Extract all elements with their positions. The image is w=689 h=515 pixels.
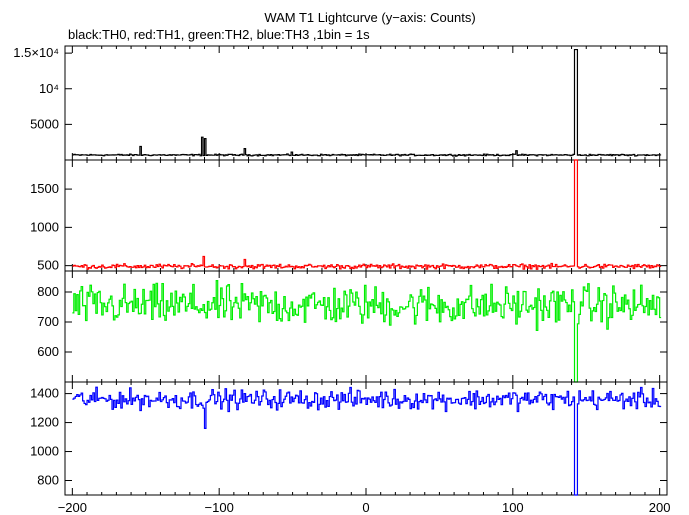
series-line-th1 xyxy=(72,159,662,270)
panel-th0: 5000 10⁴ 1.5×10⁴ xyxy=(13,45,668,161)
y-tick-label: 500 xyxy=(37,258,59,273)
panel-frame xyxy=(64,45,668,161)
y-tick-label: 10⁴ xyxy=(39,81,59,96)
x-tick-label: −200 xyxy=(58,500,87,515)
chart-subtitle: black:TH0, red:TH1, green:TH2, blue:TH3 … xyxy=(68,27,370,42)
y-tick-label: 1400 xyxy=(30,386,59,401)
y-tick-label: 1000 xyxy=(30,444,59,459)
series-line-th0 xyxy=(72,48,662,157)
y-tick-label: 1200 xyxy=(30,415,59,430)
y-tick-label: 600 xyxy=(37,344,59,359)
y-tick-label: 1500 xyxy=(30,181,59,196)
y-tick-label: 800 xyxy=(37,284,59,299)
series-line-th2 xyxy=(72,280,662,383)
y-tick-label: 800 xyxy=(37,473,59,488)
x-axis: −200 −100 0 100 200 xyxy=(58,500,671,515)
x-tick-label: −100 xyxy=(205,500,234,515)
y-tick-label: 5000 xyxy=(30,116,59,131)
y-tick-label: 1000 xyxy=(30,219,59,234)
x-tick-label: 200 xyxy=(649,500,671,515)
series-line-th3 xyxy=(72,386,662,496)
y-tick-label: 1.5×10⁴ xyxy=(13,45,59,60)
panel-th3: 800 1000 1200 1400 xyxy=(30,381,668,496)
panel-th2: 600 700 800 xyxy=(37,270,668,383)
y-tick-label: 700 xyxy=(37,314,59,329)
panels-group: 5000 10⁴ 1.5×10⁴ 500 1000 1500 600 700 800 800 100… xyxy=(13,45,668,496)
chart-title: WAM T1 Lightcurve (y−axis: Counts) xyxy=(264,10,475,25)
x-tick-label: 100 xyxy=(502,500,524,515)
panel-th1: 500 1000 1500 xyxy=(30,159,668,273)
x-tick-label: 0 xyxy=(362,500,369,515)
panel-frame xyxy=(64,159,668,272)
